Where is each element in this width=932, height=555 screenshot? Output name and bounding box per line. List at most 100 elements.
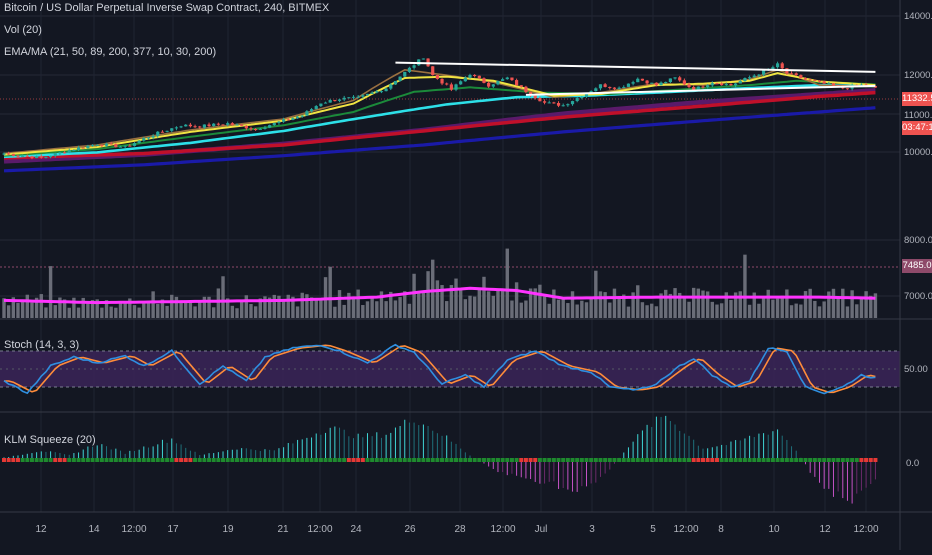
volume-bar xyxy=(426,271,430,318)
volume-bar xyxy=(561,298,565,318)
klm-squeeze-dot xyxy=(174,458,179,462)
volume-bar xyxy=(230,305,235,318)
time-tick-label: 12 xyxy=(35,524,47,535)
candle-body xyxy=(207,124,211,127)
klm-squeeze-dot xyxy=(216,458,221,462)
volume-bar xyxy=(626,306,631,318)
volume-bar xyxy=(454,278,458,318)
volume-bar xyxy=(114,307,118,318)
stoch-lines xyxy=(3,343,876,395)
candle-body xyxy=(421,58,425,60)
volume-bar xyxy=(556,299,561,318)
candle-body xyxy=(118,146,123,148)
klm-squeeze-dot xyxy=(481,458,486,462)
time-tick-label: 12:00 xyxy=(853,524,878,535)
price-tick-14000: 14000.0 xyxy=(904,11,932,22)
volume-bar xyxy=(305,294,309,318)
volume-bar xyxy=(873,293,878,318)
volume-bar xyxy=(286,294,290,318)
stoch-band xyxy=(0,350,900,388)
time-tick-label: 12:00 xyxy=(673,524,698,535)
candle-body xyxy=(631,82,635,84)
klm-squeeze-dot xyxy=(449,458,454,462)
candle-body xyxy=(799,75,803,79)
klm-squeeze-dot xyxy=(258,458,263,462)
volume-bar xyxy=(188,302,193,318)
candle-body xyxy=(403,71,407,77)
stoch-legend[interactable]: Stoch (14, 3, 3) xyxy=(4,339,80,351)
candle-body xyxy=(692,87,696,91)
volume-bar xyxy=(650,303,654,318)
candle-body xyxy=(827,83,831,85)
klm-squeeze-dot xyxy=(169,458,174,462)
candle-body xyxy=(25,155,29,157)
price-tick-7000: 7000.0 xyxy=(904,291,932,302)
volume-bar xyxy=(636,285,640,318)
volume-bar xyxy=(831,288,836,318)
klm-squeeze-dot xyxy=(230,458,235,462)
klm-squeeze-dot xyxy=(696,458,701,462)
candle-body xyxy=(249,128,253,130)
candle-body xyxy=(491,84,495,87)
klm-squeeze-dot xyxy=(514,458,519,462)
trendlines[interactable] xyxy=(395,61,876,96)
ema-ma-legend[interactable]: EMA/MA (21, 50, 89, 200, 377, 10, 30, 20… xyxy=(4,46,217,58)
candle-body xyxy=(561,105,565,107)
klm-squeeze-dot xyxy=(500,458,505,462)
volume-legend[interactable]: Vol (20) xyxy=(4,24,42,36)
ma200-line xyxy=(3,106,876,173)
candle-body xyxy=(682,80,686,85)
klm-squeeze-dot xyxy=(374,458,379,462)
candle-body xyxy=(282,119,286,122)
candle-body xyxy=(39,156,43,158)
klm-squeeze-dot xyxy=(687,458,692,462)
klm-squeeze-dot xyxy=(523,458,528,462)
volume-bar xyxy=(696,288,701,318)
klm-squeeze-dot xyxy=(677,458,682,462)
klm-squeeze-dot xyxy=(393,458,398,462)
candle-body xyxy=(445,83,449,85)
time-tick-label: 26 xyxy=(404,524,416,535)
klm-squeeze-dot xyxy=(43,458,48,462)
volume-bar xyxy=(165,305,169,318)
klm-squeeze-dot xyxy=(407,458,412,462)
volume-bar xyxy=(342,304,346,318)
volume-bar xyxy=(594,270,598,318)
klm-squeeze-dot xyxy=(99,458,104,462)
volume-bar xyxy=(869,295,873,318)
klm-squeeze-dot xyxy=(826,458,831,462)
volume-bar xyxy=(2,298,6,318)
candle-body xyxy=(729,84,733,86)
candle-body xyxy=(775,63,780,68)
candle-body xyxy=(319,103,323,107)
time-tick-label: 12:00 xyxy=(307,524,332,535)
volume-bar xyxy=(253,306,258,318)
klm-legend[interactable]: KLM Squeeze (20) xyxy=(4,434,96,446)
volume-bar xyxy=(598,291,603,318)
candle-body xyxy=(95,144,99,146)
time-tick-label: Jul xyxy=(535,524,548,535)
klm-squeeze-dot xyxy=(705,458,710,462)
time-axis[interactable]: 12 14 12:00 17 19 21 12:00 24 26 28 12:00 Jul 3 5 12:0… xyxy=(35,524,879,535)
candle-body xyxy=(454,84,458,90)
candle-body xyxy=(808,79,812,81)
volume-bar xyxy=(542,296,547,318)
klm-squeeze-dot xyxy=(854,458,859,462)
price-candles[interactable] xyxy=(2,58,878,160)
candle-body xyxy=(151,135,155,138)
klm-squeeze-dot xyxy=(384,458,389,462)
volume-bar xyxy=(34,297,39,318)
klm-squeeze-dot xyxy=(831,458,836,462)
volume-bar xyxy=(184,300,188,318)
candle-body xyxy=(67,150,71,153)
volume-bar xyxy=(356,289,360,318)
candle-body xyxy=(146,137,151,139)
grid-lines xyxy=(0,0,900,512)
candle-body xyxy=(622,86,626,88)
klm-squeeze-dot xyxy=(486,458,491,462)
volume-bar xyxy=(160,299,165,318)
klm-squeeze-dot xyxy=(742,458,747,462)
klm-squeeze-dot xyxy=(123,458,128,462)
